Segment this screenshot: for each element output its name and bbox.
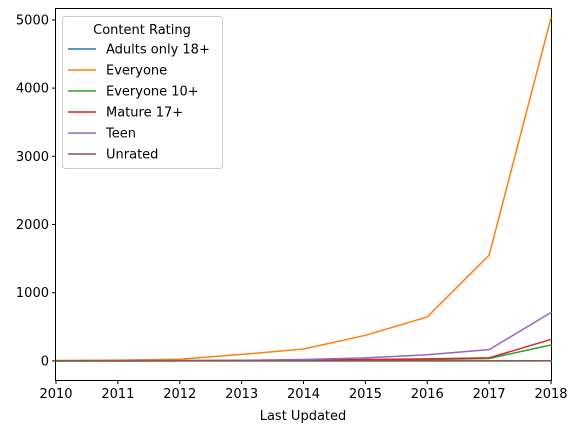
legend-entry-label: Unrated	[106, 148, 158, 163]
x-tick-label: 2016	[411, 387, 444, 402]
x-tick-label: 2018	[534, 387, 567, 402]
legend-entry-label: Everyone	[106, 64, 167, 79]
x-tick-label: 2010	[39, 387, 72, 402]
y-tick-label: 5000	[16, 13, 49, 28]
legend-title: Content Rating	[93, 23, 191, 38]
y-tick-label: 4000	[16, 82, 49, 97]
y-tick-label: 1000	[16, 286, 49, 301]
legend-entry-label: Mature 17+	[106, 106, 183, 121]
y-axis-ticks: 0 1000 2000 3000 4000 5000	[16, 13, 56, 369]
y-tick-label: 0	[41, 354, 49, 369]
legend-box	[62, 16, 223, 169]
x-tick-label: 2013	[225, 387, 258, 402]
y-tick-label: 2000	[16, 218, 49, 233]
legend-entry-label: Everyone 10+	[106, 85, 199, 100]
x-tick-label: 2011	[101, 387, 134, 402]
y-tick-label: 3000	[16, 150, 49, 165]
x-tick-label: 2017	[473, 387, 506, 402]
legend-entry-label: Adults only 18+	[106, 43, 210, 58]
x-axis-label: Last Updated	[260, 409, 347, 424]
series-line-teen	[55, 311, 553, 362]
x-tick-label: 2014	[287, 387, 320, 402]
x-axis-ticks: 2010 2011 2012 2013 2014 2015 2016 2017 2018	[39, 380, 568, 402]
legend: Content Rating Adults only 18+ Everyone Ev…	[62, 16, 223, 169]
legend-entry-label: Teen	[105, 127, 136, 142]
x-tick-label: 2012	[163, 387, 196, 402]
x-tick-label: 2015	[349, 387, 382, 402]
series-line-everyone	[55, 16, 552, 362]
legend-items: Adults only 18+ Everyone Everyone 10+ Matur…	[68, 43, 210, 163]
series-layer	[55, 16, 553, 362]
